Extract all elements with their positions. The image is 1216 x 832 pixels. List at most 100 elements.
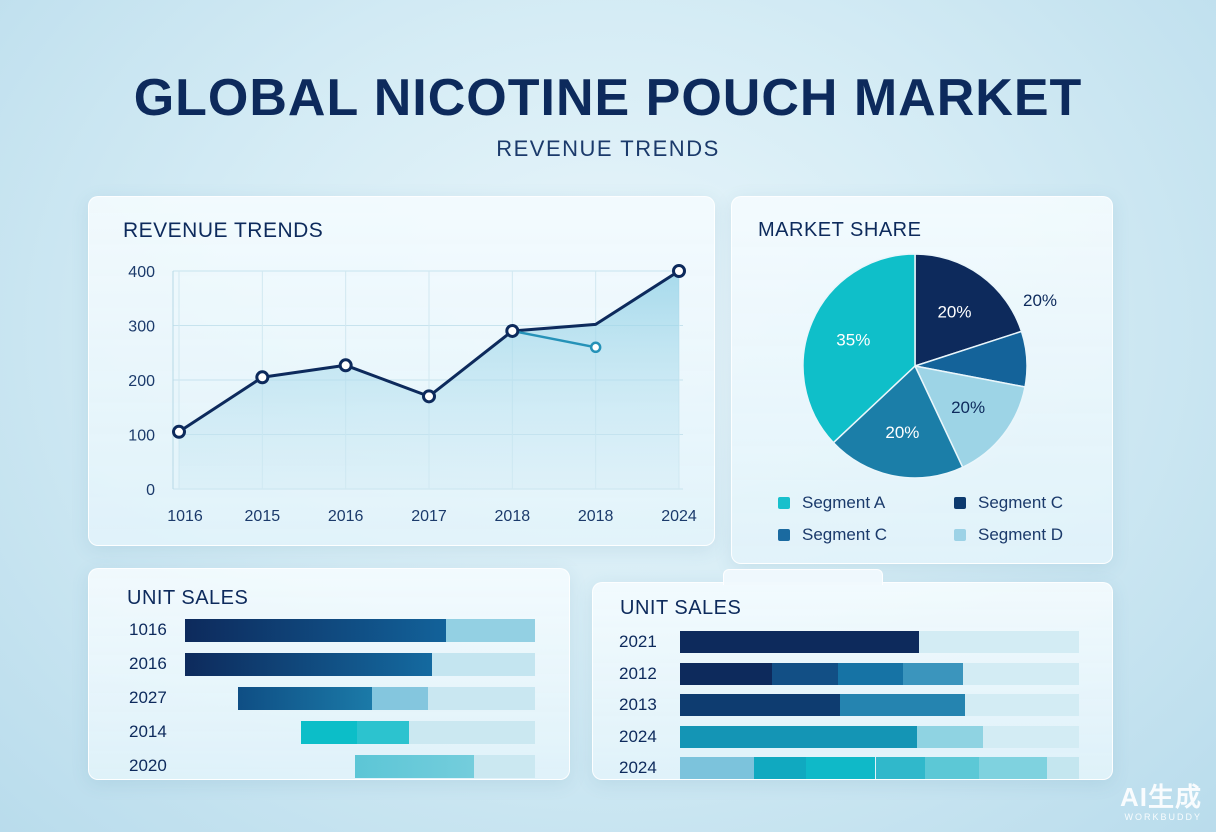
bar-segment bbox=[680, 631, 920, 653]
legend-item: Segment C bbox=[954, 493, 1063, 513]
bar-segment bbox=[428, 687, 535, 710]
bar-segment bbox=[680, 757, 754, 779]
bar-category-label: 2020 bbox=[129, 756, 167, 775]
x-tick-label: 2015 bbox=[245, 508, 281, 525]
revenue-line-chart: 400 300 200 100 0 1016 2015 2016 2017 2018 2018 202… bbox=[128, 264, 697, 525]
bar-segment bbox=[965, 694, 1079, 716]
legend-item: Segment D bbox=[954, 525, 1063, 545]
bar-category-label: 1016 bbox=[129, 620, 167, 639]
bar-segment bbox=[354, 755, 474, 778]
x-tick-label: 2024 bbox=[661, 508, 697, 525]
panel-tab bbox=[723, 569, 883, 585]
legend-label: Segment A bbox=[802, 493, 886, 512]
x-tick-label: 2018 bbox=[578, 508, 614, 525]
bar-segment bbox=[917, 725, 984, 748]
x-tick-label: 2017 bbox=[411, 508, 447, 525]
bar-segment bbox=[372, 687, 429, 710]
revenue-data-point bbox=[172, 424, 186, 439]
bar-category-label: 2013 bbox=[619, 695, 657, 714]
x-tick-label: 2018 bbox=[495, 508, 531, 525]
legend-label: Segment D bbox=[978, 525, 1064, 544]
pie-slice-label: 20% bbox=[885, 423, 919, 442]
revenue-data-point bbox=[505, 323, 520, 338]
legend-swatch bbox=[778, 497, 790, 509]
watermark-main: AI生成 bbox=[1119, 782, 1202, 812]
legend-label: Segment C bbox=[802, 525, 888, 544]
page-subtitle: REVENUE TRENDS bbox=[496, 136, 720, 161]
bar-segment bbox=[983, 725, 1079, 748]
unit-sales-title-right: UNIT SALES bbox=[620, 597, 742, 619]
revenue-trends-panel: REVENUE TRENDS 400 300 200 100 0 1016 2015 2016… bbox=[88, 196, 715, 546]
bar-segment bbox=[680, 662, 772, 685]
unit-sales-panel-left: UNIT SALES 1016 2016 2027 2014 2020 bbox=[88, 568, 570, 780]
page-title: GLOBAL NICOTINE POUCH MARKET bbox=[133, 69, 1083, 127]
market-share-title: MARKET SHARE bbox=[758, 219, 922, 241]
pie-outer-label: 20% bbox=[1023, 291, 1057, 310]
revenue-branch-point bbox=[589, 341, 602, 354]
bar-category-label: 2021 bbox=[619, 632, 657, 651]
market-share-panel: MARKET SHARE 20% 20% 20% 35% 20% Segment A S… bbox=[731, 196, 1113, 564]
bar-category-label: 2024 bbox=[619, 726, 657, 746]
bar-segment bbox=[753, 757, 806, 779]
bar-category-label: 2016 bbox=[129, 654, 167, 673]
bar-category-label: 2014 bbox=[129, 722, 167, 741]
bar-segment bbox=[1047, 757, 1079, 779]
pie-slice bbox=[914, 253, 1023, 368]
bar-category-label: 2012 bbox=[619, 663, 657, 683]
unit-sales-panel-right: UNIT SALES 2021 2012 2013 2024 2024 bbox=[592, 569, 1113, 780]
pie-slice bbox=[913, 364, 1026, 469]
legend-item: Segment A bbox=[778, 493, 885, 513]
watermark: AI生成 WORKBUDDY bbox=[1120, 777, 1202, 822]
bar-segment bbox=[805, 757, 876, 779]
watermark-sub: WORKBUDDY bbox=[1124, 812, 1202, 822]
pie-slice-label: 35% bbox=[836, 330, 870, 349]
bar-segment bbox=[356, 721, 409, 744]
bar-segment bbox=[979, 757, 1048, 779]
revenue-data-point bbox=[255, 370, 270, 385]
bar-segment bbox=[919, 631, 1079, 653]
y-tick-label: 400 bbox=[128, 264, 155, 281]
x-tick-label: 2016 bbox=[328, 508, 364, 525]
unit-sales-title-left: UNIT SALES bbox=[127, 587, 249, 609]
legend-swatch bbox=[954, 497, 966, 509]
revenue-branch-line bbox=[512, 329, 596, 349]
pie-slice bbox=[832, 364, 964, 479]
y-tick-label: 100 bbox=[128, 428, 155, 445]
bar-category-label: 2027 bbox=[129, 688, 167, 707]
bar-segment bbox=[237, 687, 373, 710]
bar-segment bbox=[903, 662, 964, 685]
revenue-data-point bbox=[338, 358, 353, 373]
bar-segment bbox=[680, 725, 918, 748]
pie-slice-label: 20% bbox=[951, 398, 985, 417]
bar-segment bbox=[185, 653, 432, 676]
bar-segment bbox=[431, 653, 535, 676]
bar-segment bbox=[680, 694, 840, 716]
revenue-data-point bbox=[672, 264, 686, 278]
legend-swatch bbox=[954, 529, 966, 541]
pie-slice bbox=[802, 253, 916, 444]
revenue-panel-title: REVENUE TRENDS bbox=[123, 219, 324, 242]
market-share-pie-chart: 20% 20% 20% 35% 20% bbox=[802, 253, 1057, 479]
y-tick-label: 300 bbox=[128, 319, 155, 336]
bar-segment bbox=[185, 619, 446, 642]
x-tick-label: 1016 bbox=[167, 508, 203, 525]
bar-segment bbox=[963, 662, 1079, 685]
y-tick-label: 0 bbox=[146, 482, 155, 499]
legend-swatch bbox=[778, 529, 790, 541]
bar-segment bbox=[445, 619, 535, 642]
bar-segment bbox=[409, 721, 535, 744]
bar-segment bbox=[925, 757, 980, 779]
bar-segment bbox=[771, 662, 838, 685]
revenue-data-point bbox=[422, 389, 436, 404]
bar-segment bbox=[837, 662, 904, 685]
bar-segment bbox=[839, 694, 966, 716]
legend-label: Segment C bbox=[978, 493, 1064, 512]
bar-category-label: 2024 bbox=[619, 758, 657, 777]
pie-slice-label: 20% bbox=[937, 303, 971, 322]
y-tick-label: 200 bbox=[128, 373, 155, 390]
bar-segment bbox=[875, 757, 926, 779]
revenue-area bbox=[179, 271, 679, 489]
bar-segment bbox=[300, 721, 357, 744]
legend-item: Segment C bbox=[778, 525, 887, 545]
bar-segment bbox=[473, 755, 535, 778]
